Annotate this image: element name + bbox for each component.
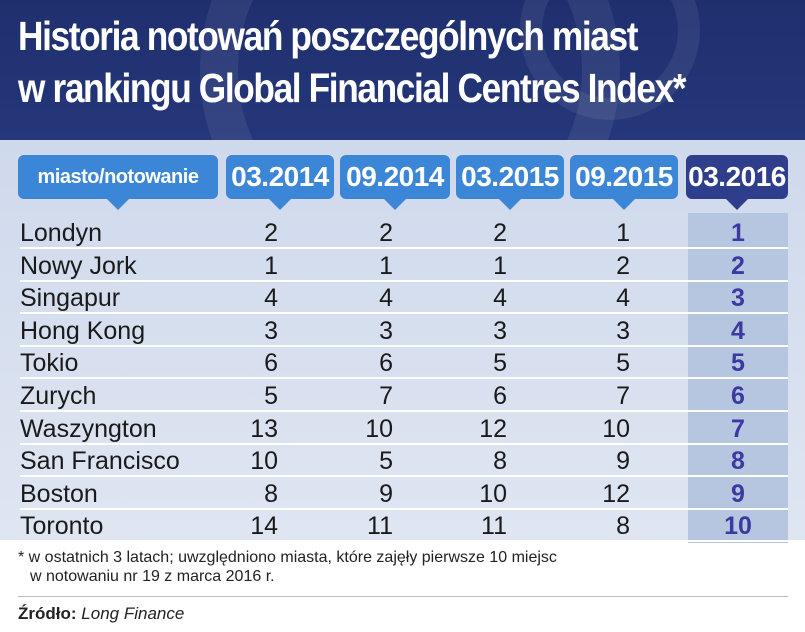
rank-value-09.2015: 2: [616, 251, 630, 280]
rank-value-03.2015: 3: [493, 316, 507, 345]
source-note: Źródło: Long Finance: [18, 604, 184, 624]
city-name: Zurych: [20, 382, 97, 410]
source-value: Long Finance: [81, 604, 185, 623]
rank-value-03.2016: 10: [724, 512, 752, 541]
rank-value-03.2016: 9: [731, 479, 745, 508]
rank-value-09.2014: 7: [379, 382, 393, 410]
rank-value-09.2014: 2: [379, 219, 393, 247]
footnote: * w ostatnich 3 latach; uwzględniono mia…: [18, 548, 557, 586]
rank-value-09.2015: 7: [616, 382, 630, 410]
header-pointer: [612, 198, 636, 210]
city-name: Singapur: [20, 284, 121, 313]
column-header-label: miasto/notowanie: [37, 165, 199, 188]
rank-value-03.2016: 1: [731, 219, 745, 247]
rank-value-03.2014: 5: [264, 382, 278, 410]
rank-value-09.2015: 5: [616, 349, 630, 378]
city-name: Boston: [20, 479, 98, 508]
column-header-label: 03.2015: [461, 161, 559, 192]
rank-value-03.2014: 8: [264, 479, 278, 508]
rank-value-03.2015: 4: [493, 284, 507, 313]
rank-value-03.2016: 3: [731, 284, 745, 313]
rank-value-09.2015: 3: [616, 316, 630, 345]
rank-value-03.2015: 2: [493, 219, 507, 247]
rank-value-03.2015: 10: [479, 479, 507, 508]
rank-value-09.2015: 4: [616, 284, 630, 313]
rank-value-09.2014: 11: [367, 512, 393, 541]
header-pointer: [383, 198, 407, 210]
rank-value-03.2015: 1: [493, 251, 507, 280]
column-header-1: 03.2014: [226, 155, 334, 210]
header-pointer: [106, 198, 130, 210]
rank-value-03.2015: 12: [479, 414, 507, 443]
rank-value-03.2016: 7: [731, 414, 745, 443]
rank-value-03.2014: 4: [264, 284, 278, 313]
rank-value-09.2014: 5: [379, 447, 393, 476]
table-row: Toronto 14 11 11 8 10: [20, 510, 788, 543]
rank-value-09.2015: 12: [602, 479, 630, 508]
title-line-2: w rankingu Global Financial Centres Inde…: [18, 65, 687, 111]
rank-value-09.2014: 10: [365, 414, 393, 443]
title-line-1: Historia notowań poszczególnych miast: [18, 13, 639, 59]
column-header-5: 03.2016: [686, 155, 788, 210]
column-header-label: 03.2016: [688, 161, 786, 192]
rank-value-03.2016: 4: [731, 316, 745, 345]
table-row: Tokio 6 6 5 5 5: [20, 347, 788, 380]
rank-value-03.2015: 5: [493, 349, 507, 378]
rank-value-03.2016: 8: [731, 447, 745, 476]
rank-value-03.2014: 10: [250, 447, 278, 476]
city-name: Waszyngton: [20, 414, 157, 443]
header-pointer: [268, 198, 292, 210]
table-row: Nowy Jork 1 1 1 2 2: [20, 250, 788, 282]
header-pointer: [498, 198, 522, 210]
column-header-4: 09.2015: [570, 155, 678, 210]
table-row: Zurych 5 7 6 7 6: [20, 380, 788, 412]
source-label: Źródło:: [18, 604, 77, 623]
table-row: Singapur 4 4 4 4 3: [20, 282, 788, 315]
city-name: San Francisco: [20, 447, 180, 476]
rank-value-03.2014: 2: [264, 219, 278, 247]
table-row: Waszyngton 13 10 12 10 7: [20, 413, 788, 445]
column-header-2: 09.2014: [340, 155, 450, 210]
rank-value-03.2016: 5: [731, 349, 745, 378]
rank-value-03.2016: 2: [731, 251, 745, 280]
city-name: Londyn: [20, 219, 103, 247]
column-header-0: miasto/notowanie: [18, 155, 218, 210]
rank-value-09.2015: 1: [616, 219, 630, 247]
column-header-label: 03.2014: [231, 161, 329, 192]
table-row: Londyn 2 2 2 1 1: [20, 217, 788, 249]
table-row: Hong Kong 3 3 3 3 4: [20, 315, 788, 347]
rank-value-09.2015: 8: [616, 512, 630, 541]
rank-value-03.2014: 3: [264, 316, 278, 345]
rank-value-03.2014: 6: [264, 349, 278, 378]
rank-value-09.2015: 10: [602, 414, 630, 443]
city-name: Nowy Jork: [20, 251, 137, 280]
column-header-label: 09.2014: [346, 161, 444, 192]
rank-value-03.2015: 11: [481, 512, 507, 541]
header-pointer: [725, 198, 749, 210]
rank-value-09.2014: 1: [379, 251, 393, 280]
city-name: Tokio: [20, 349, 79, 378]
rank-value-09.2014: 9: [379, 479, 393, 508]
rank-value-09.2014: 6: [379, 349, 393, 378]
rank-value-03.2014: 1: [264, 251, 278, 280]
column-header-label: 09.2015: [575, 161, 673, 192]
rank-value-09.2014: 4: [379, 284, 393, 313]
column-header-3: 03.2015: [456, 155, 564, 210]
chart-title: Historia notowań poszczególnych miast w …: [18, 10, 689, 114]
rank-value-03.2015: 6: [493, 382, 507, 410]
rank-value-09.2015: 9: [616, 447, 630, 476]
city-name: Toronto: [20, 512, 104, 541]
footnote-line-2: w notowaniu nr 19 z marca 2016 r.: [30, 568, 275, 585]
title-banner: Historia notowań poszczególnych miast w …: [0, 0, 805, 140]
table-row: Boston 8 9 10 12 9: [20, 478, 788, 510]
table-row: San Francisco 10 5 8 9 8: [20, 445, 788, 478]
footnote-line-1: * w ostatnich 3 latach; uwzględniono mia…: [18, 549, 557, 566]
city-name: Hong Kong: [20, 316, 146, 345]
rank-value-03.2014: 13: [250, 414, 278, 443]
rank-value-03.2014: 14: [250, 512, 278, 541]
rank-value-03.2016: 6: [731, 382, 745, 410]
rank-value-03.2015: 8: [493, 447, 507, 476]
rank-value-09.2014: 3: [379, 316, 393, 345]
divider: [18, 596, 788, 597]
